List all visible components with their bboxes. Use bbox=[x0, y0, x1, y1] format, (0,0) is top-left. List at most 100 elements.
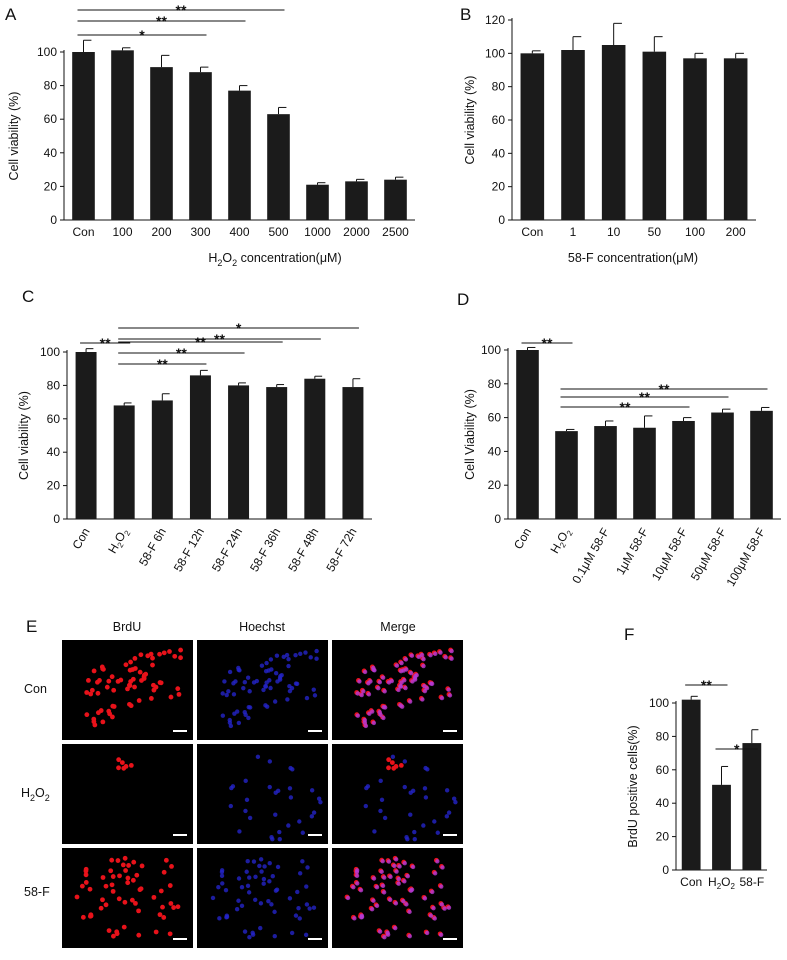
scale-bar bbox=[443, 834, 457, 836]
brdu-nucleus bbox=[87, 886, 93, 892]
hoechst-nucleus bbox=[401, 668, 406, 673]
micrograph-con-merge bbox=[332, 640, 463, 740]
hoechst-nucleus bbox=[362, 669, 368, 675]
micrograph-background bbox=[62, 744, 193, 844]
column-label-brdu: BrdU bbox=[113, 620, 141, 634]
hoechst-nucleus bbox=[242, 929, 248, 934]
x-tick-label: 200 bbox=[726, 225, 746, 239]
hoechst-nucleus bbox=[394, 663, 400, 668]
brdu-nucleus bbox=[103, 902, 109, 908]
brdu-nucleus bbox=[128, 659, 133, 665]
brdu-nucleus bbox=[108, 868, 114, 874]
micrograph-grid: BrdU Hoechst Merge Con H2O2 58-F bbox=[21, 620, 463, 948]
brdu-nucleus bbox=[163, 857, 169, 863]
hoechst-nucleus bbox=[290, 767, 295, 772]
brdu-nucleus bbox=[109, 857, 115, 863]
panel-a-xlabel: H2O2 concentration(μM) bbox=[208, 251, 341, 268]
significance-label: ** bbox=[639, 389, 650, 405]
y-tick-label: 60 bbox=[44, 112, 58, 126]
x-tick-label: Con bbox=[680, 875, 702, 889]
brdu-nucleus bbox=[106, 678, 112, 684]
hoechst-nucleus bbox=[372, 829, 377, 834]
brdu-nucleus bbox=[97, 678, 102, 683]
hoechst-nucleus bbox=[386, 859, 392, 864]
hoechst-nucleus bbox=[399, 660, 404, 666]
hoechst-nucleus bbox=[396, 687, 401, 693]
brdu-nucleus bbox=[157, 912, 163, 918]
brdu-nucleus bbox=[88, 912, 94, 918]
hoechst-nucleus bbox=[428, 681, 434, 686]
brdu-nucleus bbox=[175, 904, 181, 910]
bar bbox=[750, 410, 773, 519]
row-label-con: Con bbox=[24, 682, 47, 696]
hoechst-nucleus bbox=[404, 902, 409, 907]
hoechst-nucleus bbox=[433, 651, 438, 657]
hoechst-nucleus bbox=[307, 906, 312, 911]
hoechst-nucleus bbox=[377, 929, 383, 934]
hoechst-nucleus bbox=[422, 786, 428, 791]
hoechst-nucleus bbox=[236, 876, 242, 881]
hoechst-nucleus bbox=[219, 868, 225, 873]
hoechst-nucleus bbox=[314, 656, 319, 661]
hoechst-nucleus bbox=[451, 796, 457, 801]
brdu-nucleus bbox=[117, 873, 122, 879]
hoechst-nucleus bbox=[374, 885, 380, 890]
brdu-nucleus bbox=[157, 651, 162, 657]
hoechst-nucleus bbox=[422, 896, 428, 901]
hoechst-nucleus bbox=[399, 704, 405, 709]
hoechst-nucleus bbox=[388, 897, 393, 902]
hoechst-nucleus bbox=[378, 778, 383, 784]
brdu-nucleus bbox=[167, 883, 173, 888]
brdu-nucleus bbox=[161, 915, 167, 920]
hoechst-nucleus bbox=[410, 864, 416, 870]
hoechst-nucleus bbox=[402, 879, 407, 884]
hoechst-nucleus bbox=[220, 881, 225, 886]
brdu-nucleus bbox=[158, 888, 164, 894]
hoechst-nucleus bbox=[300, 859, 305, 864]
brdu-nucleus bbox=[91, 668, 97, 674]
significance-label: ** bbox=[659, 381, 670, 397]
y-tick-label: 100 bbox=[37, 45, 57, 59]
hoechst-nucleus bbox=[369, 907, 375, 912]
hoechst-nucleus bbox=[432, 871, 438, 876]
brdu-nucleus bbox=[110, 874, 116, 879]
x-tick-label: 50μM 58-F bbox=[688, 526, 729, 583]
x-tick-label: 1μM 58-F bbox=[613, 526, 651, 578]
y-tick-label: 100 bbox=[40, 345, 60, 359]
bar bbox=[561, 50, 585, 220]
brdu-nucleus bbox=[150, 662, 155, 668]
hoechst-nucleus bbox=[258, 901, 264, 906]
brdu-nucleus bbox=[83, 880, 89, 885]
hoechst-nucleus bbox=[355, 881, 360, 886]
hoechst-nucleus bbox=[270, 836, 275, 842]
row-label-58f: 58-F bbox=[24, 885, 50, 899]
brdu-nucleus bbox=[161, 869, 167, 875]
hoechst-nucleus bbox=[216, 884, 221, 890]
brdu-nucleus bbox=[109, 882, 115, 888]
brdu-nucleus bbox=[176, 691, 182, 697]
hoechst-nucleus bbox=[268, 657, 274, 662]
column-label-merge: Merge bbox=[380, 620, 415, 634]
brdu-nucleus bbox=[122, 899, 128, 905]
brdu-nucleus bbox=[389, 760, 395, 765]
hoechst-nucleus bbox=[401, 898, 406, 904]
hoechst-nucleus bbox=[440, 865, 445, 870]
brdu-nucleus bbox=[130, 667, 135, 672]
micrograph-background bbox=[197, 744, 328, 844]
panel-letter-c: C bbox=[22, 287, 34, 306]
hoechst-nucleus bbox=[236, 720, 242, 726]
hoechst-nucleus bbox=[405, 874, 410, 879]
hoechst-nucleus bbox=[219, 873, 225, 879]
significance-label: ** bbox=[100, 335, 111, 351]
brdu-nucleus bbox=[106, 708, 112, 714]
hoechst-nucleus bbox=[293, 913, 299, 918]
x-tick-label: H2O2 bbox=[548, 525, 576, 557]
brdu-nucleus bbox=[169, 863, 174, 869]
brdu-nucleus bbox=[100, 875, 106, 880]
bar bbox=[306, 184, 329, 220]
y-tick-label: 60 bbox=[488, 411, 502, 425]
brdu-nucleus bbox=[136, 698, 142, 703]
y-tick-label: 0 bbox=[662, 863, 669, 877]
hoechst-nucleus bbox=[449, 656, 454, 661]
hoechst-nucleus bbox=[361, 689, 366, 694]
